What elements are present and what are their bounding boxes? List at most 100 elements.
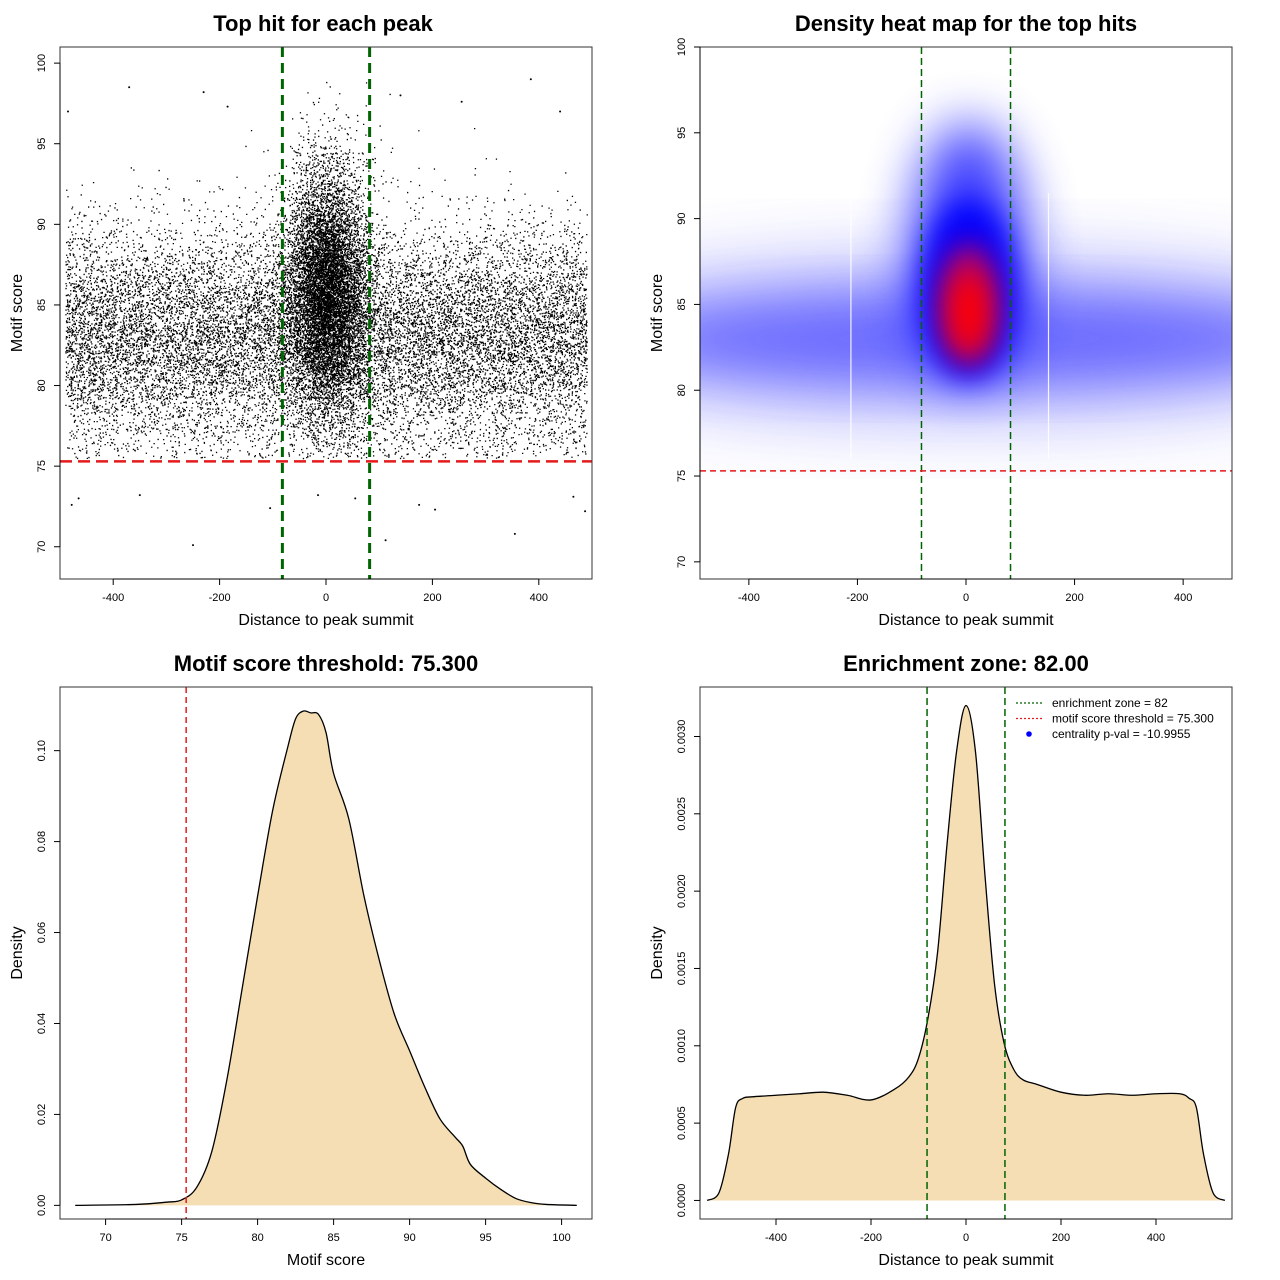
- x-tick-label: 0: [963, 1232, 969, 1244]
- scatter-point: [192, 544, 194, 547]
- x-tick-label: -400: [102, 592, 124, 604]
- heatmap-center-red: [948, 270, 989, 355]
- scatter-point: [399, 94, 402, 97]
- panel1-points: [65, 78, 588, 547]
- x-tick-label: 70: [99, 1232, 111, 1244]
- panel3-axes: 70 75 80 85 90 95 100 0.00 0.02 0.04 0.06 0.08 0.10: [36, 740, 571, 1244]
- x-tick-label: 95: [479, 1232, 491, 1244]
- scatter-point: [138, 494, 141, 497]
- y-tick-label: 100: [676, 38, 688, 56]
- scatter-point: [434, 508, 437, 511]
- y-tick-label: 95: [676, 127, 688, 139]
- y-tick-label: 100: [36, 54, 48, 72]
- panel3-xlabel: Motif score: [287, 1252, 365, 1269]
- panel4-reference-lines: [926, 687, 1006, 1219]
- panel1-axes: -400 -200 0 200 400 70 75 80 85 90 95 100: [36, 54, 548, 604]
- panel4-density-area: [706, 704, 1226, 1202]
- y-tick-label: 0.0005: [676, 1106, 688, 1140]
- scatter-point: [226, 105, 229, 108]
- x-tick-label: 400: [1147, 1232, 1165, 1244]
- scatter-point: [559, 110, 562, 113]
- panel1-xlabel: Distance to peak summit: [238, 612, 414, 629]
- y-tick-label: 0.08: [36, 831, 48, 852]
- y-tick-label: 0.06: [36, 922, 48, 943]
- scatter-point: [529, 78, 532, 81]
- x-tick-label: 85: [327, 1232, 339, 1244]
- scatter-point: [77, 497, 80, 500]
- y-tick-label: 0.0020: [676, 874, 688, 908]
- scatter-point: [584, 510, 587, 513]
- y-tick-label: 75: [676, 470, 688, 482]
- panel3-title: Motif score threshold: 75.300: [174, 651, 478, 676]
- legend-label: centrality p-val = -10.9955: [1052, 727, 1191, 741]
- y-tick-label: 0.02: [36, 1104, 48, 1125]
- x-tick-label: 400: [530, 592, 548, 604]
- y-tick-label: 75: [36, 460, 48, 472]
- scatter-point: [202, 91, 205, 94]
- density-curve: [706, 704, 1226, 1202]
- panel2-title: Density heat map for the top hits: [795, 11, 1137, 36]
- panel2-density-heatmap: [700, 47, 1232, 579]
- panel-heatmap: Density heat map for the top hits -400 -2…: [649, 11, 1233, 629]
- y-tick-label: 85: [676, 298, 688, 310]
- legend-label: enrichment zone = 82: [1052, 696, 1168, 710]
- y-tick-label: 0.0015: [676, 952, 688, 986]
- scatter-point: [418, 503, 421, 506]
- x-tick-label: -400: [738, 592, 760, 604]
- panel4-title: Enrichment zone: 82.00: [843, 651, 1089, 676]
- density-curve: [75, 710, 577, 1207]
- x-tick-label: 200: [423, 592, 441, 604]
- panel1-ylabel: Motif score: [9, 274, 26, 352]
- x-tick-label: 80: [251, 1232, 263, 1244]
- scatter-point: [70, 503, 73, 506]
- panel2-axes: -400 -200 0 200 400 70 75 80 85 90 95 100: [676, 38, 1192, 604]
- x-tick-label: 0: [323, 592, 329, 604]
- x-tick-label: 200: [1065, 592, 1083, 604]
- y-tick-label: 0.10: [36, 740, 48, 761]
- legend-marker: [1026, 731, 1032, 737]
- y-tick-label: 95: [36, 138, 48, 150]
- y-tick-label: 0.0025: [676, 797, 688, 831]
- legend-label: motif score threshold = 75.300: [1052, 712, 1214, 726]
- panel-scatter: Top hit for each peak -400 -200 0 200 400 70 7…: [9, 11, 593, 629]
- y-tick-label: 90: [36, 218, 48, 230]
- panel2-ylabel: Motif score: [649, 274, 666, 352]
- y-tick-label: 80: [36, 379, 48, 391]
- x-tick-label: 90: [403, 1232, 415, 1244]
- scatter-point: [460, 100, 463, 103]
- x-tick-label: -200: [860, 1232, 882, 1244]
- x-tick-label: 100: [552, 1232, 570, 1244]
- density-fill: [707, 705, 1225, 1201]
- panel2-xlabel: Distance to peak summit: [878, 612, 1054, 629]
- panel2-reference-lines: [700, 47, 1232, 579]
- panel1-title: Top hit for each peak: [213, 11, 433, 36]
- y-tick-label: 70: [676, 556, 688, 568]
- y-tick-label: 0.0010: [676, 1029, 688, 1063]
- x-tick-label: 0: [963, 592, 969, 604]
- y-tick-label: 85: [36, 299, 48, 311]
- y-tick-label: 0.00: [36, 1195, 48, 1216]
- y-tick-label: 80: [676, 384, 688, 396]
- scatter-point: [317, 494, 320, 497]
- scatter-point: [572, 495, 575, 498]
- scatter-point: [354, 497, 357, 500]
- scatter-point: [384, 539, 387, 542]
- panel3-ylabel: Density: [9, 926, 26, 979]
- scatter-point: [128, 86, 131, 89]
- panel3-density-area: [75, 710, 577, 1207]
- panel-score-density: Motif score threshold: 75.300 70 75 80 85 90…: [9, 651, 593, 1269]
- x-tick-label: -200: [209, 592, 231, 604]
- x-tick-label: 200: [1052, 1232, 1070, 1244]
- scatter-point: [513, 532, 516, 535]
- panel4-axes: -400 -200 0 200 400 0.0000 0.0005 0.0010 0.0015 0…: [676, 720, 1165, 1244]
- density-fill: [75, 710, 577, 1206]
- scatter-point-cloud: [65, 81, 588, 460]
- panel4-legend: enrichment zone = 82 motif score threshol…: [1016, 696, 1214, 741]
- y-tick-label: 0.0000: [676, 1184, 688, 1218]
- panel1-reference-lines: [60, 47, 592, 579]
- y-tick-label: 0.0030: [676, 720, 688, 754]
- panel4-ylabel: Density: [649, 926, 666, 979]
- y-tick-label: 90: [676, 212, 688, 224]
- x-tick-label: -200: [846, 592, 868, 604]
